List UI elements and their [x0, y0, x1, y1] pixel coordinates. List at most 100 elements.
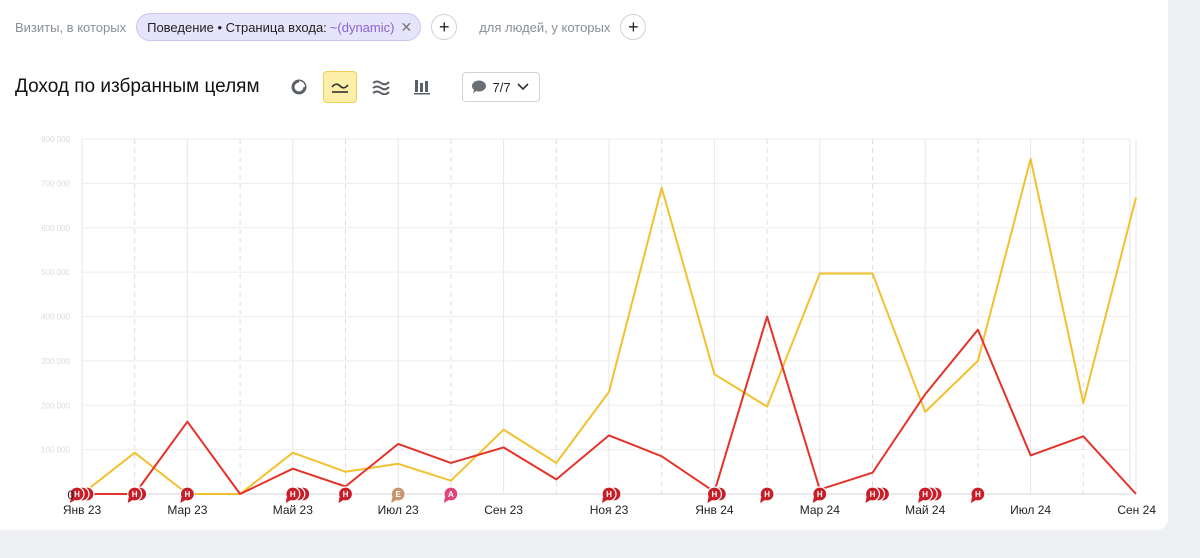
segment-chip[interactable]: Поведение • Страница входа: ~(dynamic) ✕ — [136, 13, 422, 41]
event-marker-dot — [443, 486, 459, 502]
pie-chart-icon — [291, 79, 307, 95]
event-marker-tail — [443, 497, 449, 503]
event-marker-label: Н — [975, 490, 981, 499]
line-chart-icon — [330, 83, 349, 93]
x-tick-label: Июл 23 — [378, 503, 419, 517]
event-marker[interactable]: Н — [601, 486, 622, 503]
event-marker[interactable]: Н — [179, 486, 195, 503]
x-tick-label: Янв 23 — [63, 503, 102, 517]
x-tick-label: Мар 23 — [167, 503, 207, 517]
event-marker-dot — [864, 486, 881, 502]
event-marker-tail — [338, 497, 344, 503]
event-marker-label: Н — [132, 490, 138, 499]
event-marker-label: Н — [817, 490, 823, 499]
event-marker-tail — [180, 497, 186, 503]
event-marker-tail — [70, 497, 75, 503]
filter-middle: для людей, у которых — [479, 19, 611, 35]
chart-title: Доход по избранным целям — [15, 76, 260, 97]
segment-filter-row: Визиты, в которых Поведение • Страница в… — [15, 12, 647, 42]
event-marker-tail — [127, 497, 133, 503]
area-chart-icon — [371, 80, 390, 95]
line-chart-button[interactable] — [322, 71, 357, 103]
event-marker-tail — [812, 497, 818, 503]
event-marker-label: Н — [185, 490, 191, 499]
event-marker[interactable]: E — [390, 486, 406, 503]
comment-icon — [471, 80, 486, 94]
event-marker[interactable]: Н — [970, 486, 986, 503]
event-marker-label: Н — [290, 490, 296, 499]
event-marker-label: Н — [74, 490, 80, 499]
add-visit-condition-button[interactable]: + — [431, 14, 458, 40]
event-marker[interactable]: Н — [917, 486, 943, 503]
x-tick-label: Сен 24 — [1117, 503, 1156, 517]
report-card: Визиты, в которых Поведение • Страница в… — [0, 0, 1168, 530]
x-tick-label: Ноя 23 — [590, 503, 629, 517]
event-marker-tail — [707, 497, 713, 503]
event-marker-label: Н — [764, 490, 770, 499]
event-marker-tail — [602, 497, 607, 503]
event-marker-dot — [970, 486, 986, 502]
event-marker[interactable]: Н — [285, 486, 311, 503]
x-tick-label: Сен 23 — [484, 503, 523, 517]
event-marker[interactable]: Н — [812, 486, 828, 503]
y-tick-label: 800 000 — [41, 135, 70, 144]
event-marker-dot — [601, 486, 617, 502]
y-tick-label: 0 — [67, 488, 74, 502]
event-marker-label: Н — [712, 490, 718, 499]
event-marker-dot — [179, 486, 195, 502]
x-tick-label: Май 23 — [273, 503, 314, 517]
event-marker-label: Н — [870, 490, 876, 499]
chevron-down-icon — [517, 83, 529, 91]
series-line-2[interactable] — [82, 315, 1137, 495]
event-marker-label: A — [448, 490, 454, 499]
event-marker[interactable]: Н — [69, 486, 95, 503]
event-marker-tail — [391, 497, 397, 503]
filter-prefix: Визиты, в которых — [15, 19, 127, 35]
bar-chart-button[interactable] — [405, 71, 439, 103]
event-marker-label: Н — [343, 490, 349, 499]
event-marker[interactable]: Н — [759, 486, 775, 503]
event-marker-dot — [285, 486, 301, 502]
event-marker-label: E — [396, 490, 402, 499]
event-marker-tail — [970, 497, 976, 503]
revenue-line-chart: Н Н Н Н Н E A Н Н Н Н Н Н Н 0 100 000 200 000 300 000 400… — [41, 135, 1156, 517]
event-marker-dot — [390, 486, 406, 502]
event-marker-dot — [337, 486, 354, 502]
event-marker-dot — [127, 486, 143, 502]
bar-chart-icon — [413, 80, 430, 95]
x-tick-label: Янв 24 — [695, 503, 734, 517]
event-marker-label: Н — [922, 490, 928, 499]
chart-toolbar: Доход по избранным целям — [15, 70, 540, 104]
y-tick-label: 200 000 — [41, 401, 70, 410]
event-marker-dot — [706, 486, 723, 502]
close-icon[interactable]: ✕ — [400, 18, 413, 35]
x-tick-label: Май 24 — [905, 503, 946, 517]
y-tick-label: 600 000 — [41, 224, 70, 233]
plus-icon: + — [438, 16, 450, 37]
goals-dropdown[interactable]: 7/7 — [461, 72, 540, 102]
segment-chip-label: Поведение • Страница входа: — [147, 19, 327, 35]
segment-chip-value: ~(dynamic) — [329, 19, 395, 35]
plus-icon: + — [628, 16, 639, 37]
area-chart-button[interactable] — [364, 71, 398, 103]
event-marker-dot — [812, 486, 828, 502]
y-tick-label: 100 000 — [41, 446, 70, 455]
x-tick-label: Июл 24 — [1010, 503, 1051, 517]
y-tick-label: 400 000 — [41, 313, 70, 322]
x-tick-label: Мар 24 — [800, 503, 840, 517]
event-marker[interactable]: Н — [337, 486, 354, 503]
event-marker-tail — [285, 497, 291, 503]
goals-count: 7/7 — [492, 79, 511, 95]
pie-chart-button[interactable] — [282, 71, 316, 103]
y-tick-label: 500 000 — [41, 268, 70, 277]
event-marker[interactable]: Н — [864, 486, 891, 503]
add-user-condition-button[interactable]: + — [620, 14, 647, 40]
y-tick-label: 700 000 — [41, 179, 70, 188]
series-line-1[interactable] — [81, 158, 1137, 495]
event-marker[interactable]: A — [443, 486, 459, 503]
event-marker[interactable]: Н — [706, 486, 728, 503]
event-marker-tail — [760, 497, 766, 503]
event-marker[interactable]: Н — [127, 486, 148, 503]
event-marker-dot — [917, 486, 933, 502]
event-marker-label: Н — [606, 490, 612, 499]
